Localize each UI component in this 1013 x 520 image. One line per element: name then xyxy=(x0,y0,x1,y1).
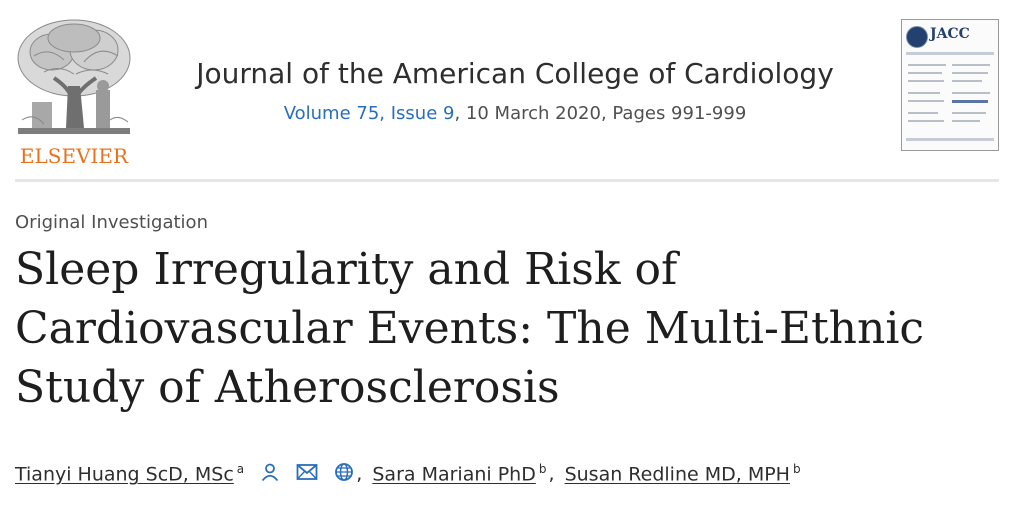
globe-icon[interactable] xyxy=(334,462,354,487)
cover-footer-rule xyxy=(906,138,994,141)
cover-text-line xyxy=(908,112,938,114)
cover-brand: JACC xyxy=(930,26,970,42)
author-separator: , xyxy=(548,463,555,486)
cover-text-line xyxy=(908,100,944,102)
publisher-name: ELSEVIER xyxy=(19,144,129,168)
elsevier-logo[interactable]: ELSEVIER xyxy=(14,16,134,168)
cover-highlight xyxy=(952,100,988,103)
affiliation-marker: a xyxy=(236,462,245,476)
cover-text-line xyxy=(952,72,988,74)
cover-text-line xyxy=(908,64,946,66)
author-name-link[interactable]: Tianyi Huang ScD, MSc xyxy=(15,463,234,486)
cover-text-line xyxy=(908,72,942,74)
article-type: Original Investigation xyxy=(15,212,208,233)
journal-cover-thumbnail[interactable]: JACC xyxy=(901,19,999,151)
affiliation-marker: b xyxy=(792,462,801,476)
author-list: Tianyi Huang ScD, MSc a , Sara Mariani Ph… xyxy=(15,462,801,487)
cover-text-line xyxy=(908,120,944,122)
cover-seal-icon xyxy=(906,26,928,48)
cover-text-line xyxy=(952,112,986,114)
author-name-link[interactable]: Susan Redline MD, MPH xyxy=(564,463,790,486)
elsevier-tree-icon xyxy=(17,19,131,134)
cover-rule xyxy=(906,52,994,55)
author-separator: , xyxy=(356,463,363,486)
issue-info: Volume 75, Issue 9, 10 March 2020, Pages… xyxy=(140,103,890,124)
cover-text-line xyxy=(908,80,944,82)
article-title: Sleep Irregularity and Risk of Cardiovas… xyxy=(15,244,925,413)
journal-title[interactable]: Journal of the American College of Cardi… xyxy=(196,57,834,90)
issue-date-pages: , 10 March 2020, Pages 991-999 xyxy=(454,103,747,124)
cover-text-line xyxy=(952,120,980,122)
volume-issue-link[interactable]: Volume 75, Issue 9 xyxy=(283,103,455,124)
mail-icon[interactable] xyxy=(296,463,318,486)
affiliation-marker: b xyxy=(538,462,547,476)
author-name-link[interactable]: Sara Mariani PhD xyxy=(372,463,536,486)
cover-text-line xyxy=(908,92,940,94)
journal-header: ELSEVIER Journal of the American College… xyxy=(0,0,1013,180)
person-icon[interactable] xyxy=(260,462,280,487)
cover-text-line xyxy=(952,64,990,66)
cover-text-line xyxy=(952,92,990,94)
cover-text-line xyxy=(952,80,982,82)
header-divider xyxy=(15,179,999,182)
